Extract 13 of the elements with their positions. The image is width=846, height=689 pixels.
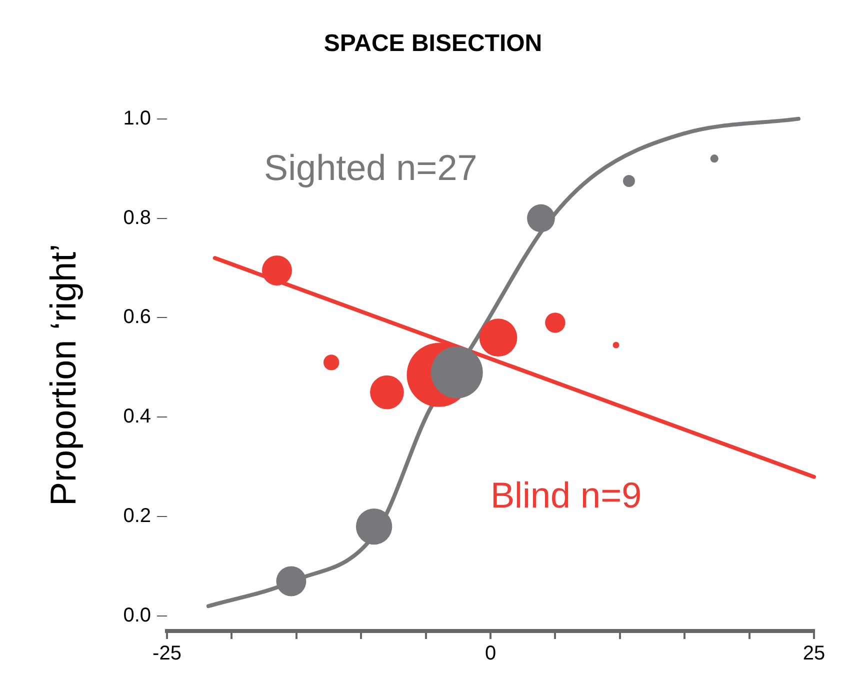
y-tick-label: 1.0 xyxy=(123,107,152,130)
y-tick-label: 0.6 xyxy=(123,306,152,328)
y-tick-label: 0.8 xyxy=(123,206,152,229)
series-label: Sighted n=27 xyxy=(264,146,478,188)
x-tick-label: 0 xyxy=(484,642,496,665)
y-tick-label: 0.2 xyxy=(123,505,152,528)
x-tick-label: -25 xyxy=(152,642,182,665)
x-tick-label: 25 xyxy=(802,642,826,665)
text: Blind n=9 xyxy=(490,474,642,516)
chart-title: SPACE BISECTION xyxy=(324,30,542,58)
y-tick-label: 0.0 xyxy=(123,604,152,627)
y-tick-label: 0.4 xyxy=(123,406,152,428)
y-axis-title: Proportion ‘right’ xyxy=(42,244,84,506)
